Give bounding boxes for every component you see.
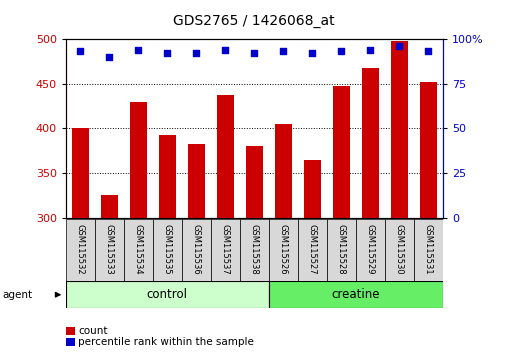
Text: percentile rank within the sample: percentile rank within the sample (78, 337, 254, 347)
Text: GSM115531: GSM115531 (423, 224, 432, 275)
Bar (187, 144, 205, 218)
Bar (332, 86, 349, 218)
Bar (66, 327, 75, 335)
Text: count: count (78, 326, 108, 336)
Bar (268, 281, 442, 308)
Bar (239, 219, 268, 281)
Bar (390, 41, 407, 218)
Bar (384, 219, 413, 281)
Text: GSM115527: GSM115527 (307, 224, 316, 275)
Text: GSM115535: GSM115535 (163, 224, 171, 275)
Bar (211, 219, 239, 281)
Bar (355, 219, 384, 281)
Point (336, 48, 344, 54)
Text: agent: agent (3, 290, 33, 300)
Bar (100, 195, 118, 218)
Bar (268, 219, 297, 281)
Bar (66, 281, 268, 308)
Point (134, 47, 142, 52)
Bar (181, 219, 211, 281)
Text: GSM115529: GSM115529 (365, 224, 374, 275)
Point (76, 48, 84, 54)
Point (394, 43, 402, 49)
Bar (124, 219, 153, 281)
Point (366, 47, 374, 52)
Point (192, 50, 200, 56)
Bar (66, 338, 75, 346)
Bar (94, 219, 124, 281)
Text: GDS2765 / 1426068_at: GDS2765 / 1426068_at (173, 14, 334, 28)
Bar (413, 219, 442, 281)
Text: GSM115536: GSM115536 (191, 224, 200, 275)
Bar (326, 219, 355, 281)
Text: control: control (146, 288, 187, 301)
Bar (153, 219, 181, 281)
Bar (303, 160, 320, 218)
Point (163, 50, 171, 56)
Point (423, 48, 431, 54)
Point (250, 50, 258, 56)
Point (221, 47, 229, 52)
Text: GSM115538: GSM115538 (249, 224, 258, 275)
Bar (158, 136, 176, 218)
Text: creatine: creatine (331, 288, 379, 301)
Text: GSM115537: GSM115537 (220, 224, 229, 275)
Text: GSM115530: GSM115530 (394, 224, 403, 275)
Text: GSM115534: GSM115534 (133, 224, 142, 275)
Point (308, 50, 316, 56)
Bar (274, 124, 291, 218)
Text: GSM115528: GSM115528 (336, 224, 345, 275)
Point (279, 48, 287, 54)
Bar (245, 146, 263, 218)
Point (105, 54, 113, 59)
Bar (419, 82, 436, 218)
Bar (66, 219, 94, 281)
Text: GSM115532: GSM115532 (76, 224, 85, 275)
Text: GSM115526: GSM115526 (278, 224, 287, 275)
Bar (129, 102, 146, 218)
Text: GSM115533: GSM115533 (105, 224, 114, 275)
Bar (361, 68, 378, 218)
Bar (71, 129, 89, 218)
Bar (216, 95, 233, 218)
Bar (297, 219, 326, 281)
